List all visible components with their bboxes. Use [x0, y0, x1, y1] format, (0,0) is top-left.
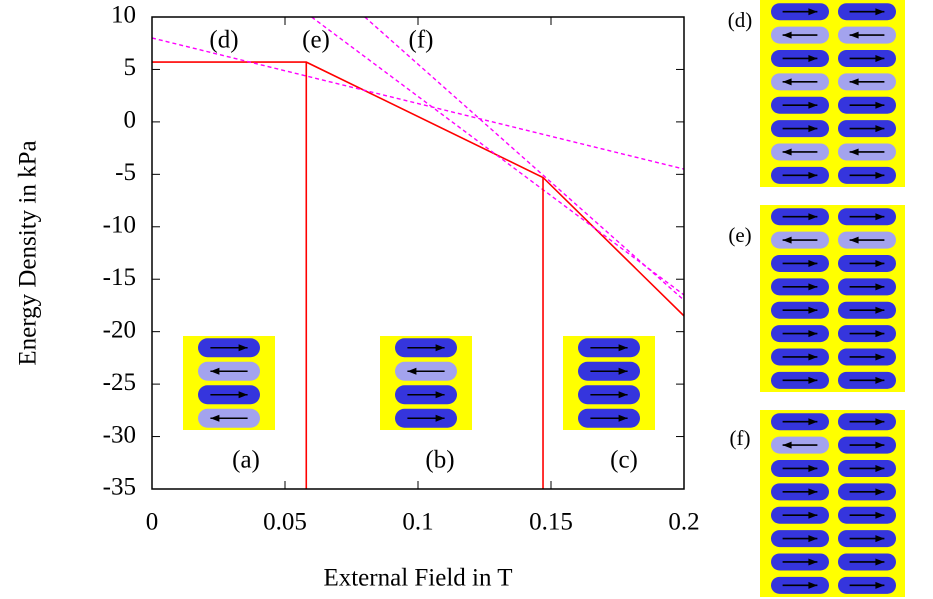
annotation: (f) — [730, 426, 751, 450]
spin-arrow-head — [618, 391, 628, 399]
y-tick-label: 5 — [124, 54, 137, 81]
spin-arrow-head — [875, 101, 885, 109]
annotation: (f) — [409, 27, 434, 54]
spin-arrow-head — [782, 236, 792, 244]
x-tick-label: 0.05 — [263, 509, 307, 536]
spin-arrow-head — [782, 441, 792, 449]
spin-arrow-head — [875, 54, 885, 62]
spin-arrow-head — [210, 367, 220, 375]
annotation: (c) — [610, 447, 638, 474]
x-tick-label: 0.1 — [402, 509, 433, 536]
spin-arrow-head — [849, 236, 859, 244]
spin-arrow-head — [875, 376, 885, 384]
spin-arrow-head — [875, 581, 885, 589]
spin-arrow-head — [875, 353, 885, 361]
annotation: (b) — [425, 447, 454, 474]
annotation: (e) — [728, 223, 751, 247]
spin-arrow-head — [808, 125, 818, 133]
spin-arrow-head — [782, 78, 792, 86]
spin-arrow-head — [808, 353, 818, 361]
spin-arrow-head — [782, 148, 792, 156]
spin-arrow-head — [808, 213, 818, 221]
spin-arrow-head — [618, 414, 628, 422]
spin-arrow-head — [407, 367, 417, 375]
spin-arrow-head — [808, 511, 818, 519]
spin-arrow-head — [875, 535, 885, 543]
spin-inset — [563, 336, 655, 430]
spin-arrow-head — [849, 78, 859, 86]
spin-arrow-head — [875, 558, 885, 566]
spin-arrow-head — [808, 558, 818, 566]
y-tick-label: -20 — [103, 316, 136, 343]
y-tick-label: -35 — [103, 474, 136, 501]
spin-arrow-head — [808, 8, 818, 16]
y-axis-title: Energy Density in kPa — [15, 140, 42, 365]
spin-arrow-head — [808, 306, 818, 314]
spin-arrow-head — [808, 581, 818, 589]
y-tick-label: 10 — [111, 2, 136, 29]
annotation: (e) — [302, 27, 330, 54]
spin-arrow-head — [849, 31, 859, 39]
spin-arrow-head — [875, 330, 885, 338]
dashed-line — [152, 37, 684, 170]
spin-arrow-head — [875, 171, 885, 179]
spin-arrow-head — [808, 101, 818, 109]
spin-arrow-head — [808, 464, 818, 472]
y-tick-label: -5 — [115, 159, 136, 186]
spin-arrow-head — [808, 330, 818, 338]
spin-arrow-head — [875, 488, 885, 496]
spin-inset — [760, 0, 905, 187]
dashed-line — [311, 17, 684, 296]
spin-arrow-head — [808, 376, 818, 384]
spin-arrow-head — [808, 283, 818, 291]
plot-frame — [151, 16, 685, 490]
spin-arrow-head — [238, 344, 248, 352]
spin-arrow-head — [808, 535, 818, 543]
spin-arrow-head — [875, 213, 885, 221]
x-axis-title: External Field in T — [323, 565, 512, 592]
spin-arrow-head — [875, 306, 885, 314]
spin-arrow-head — [875, 259, 885, 267]
energy-line — [152, 61, 684, 317]
spin-arrow-head — [782, 31, 792, 39]
y-tick-label: 0 — [124, 107, 137, 134]
y-tick-label: -15 — [103, 264, 136, 291]
spin-inset — [380, 336, 472, 430]
spin-arrow-head — [875, 8, 885, 16]
spin-arrow-head — [875, 125, 885, 133]
spin-inset — [760, 205, 905, 392]
x-tick-label: 0.2 — [668, 509, 699, 536]
spin-arrow-head — [808, 259, 818, 267]
spin-arrow-head — [849, 148, 859, 156]
spin-arrow-head — [435, 344, 445, 352]
spin-arrow-head — [618, 367, 628, 375]
annotation: (d) — [209, 27, 238, 54]
spin-arrow-head — [435, 391, 445, 399]
x-tick-label: 0 — [146, 509, 159, 536]
plot-lines — [152, 17, 684, 489]
spin-arrow-head — [435, 414, 445, 422]
spin-arrow-head — [808, 418, 818, 426]
x-tick-label: 0.15 — [529, 509, 573, 536]
spin-arrow-head — [618, 344, 628, 352]
spin-arrow-head — [808, 488, 818, 496]
spin-arrow-head — [875, 441, 885, 449]
spin-arrow-head — [875, 511, 885, 519]
y-tick-label: -30 — [103, 421, 136, 448]
annotation: (d) — [728, 8, 753, 32]
spin-arrow-head — [238, 391, 248, 399]
annotation: (a) — [232, 447, 260, 474]
spin-arrow-head — [875, 464, 885, 472]
y-tick-label: -25 — [103, 369, 136, 396]
spin-arrow-head — [875, 418, 885, 426]
dashed-line — [364, 17, 684, 301]
spin-arrow-head — [875, 283, 885, 291]
spin-inset — [183, 336, 275, 430]
spin-inset — [760, 410, 905, 597]
spin-arrow-head — [808, 171, 818, 179]
y-tick-label: -10 — [103, 212, 136, 239]
spin-arrow-head — [210, 414, 220, 422]
spin-arrow-head — [808, 54, 818, 62]
